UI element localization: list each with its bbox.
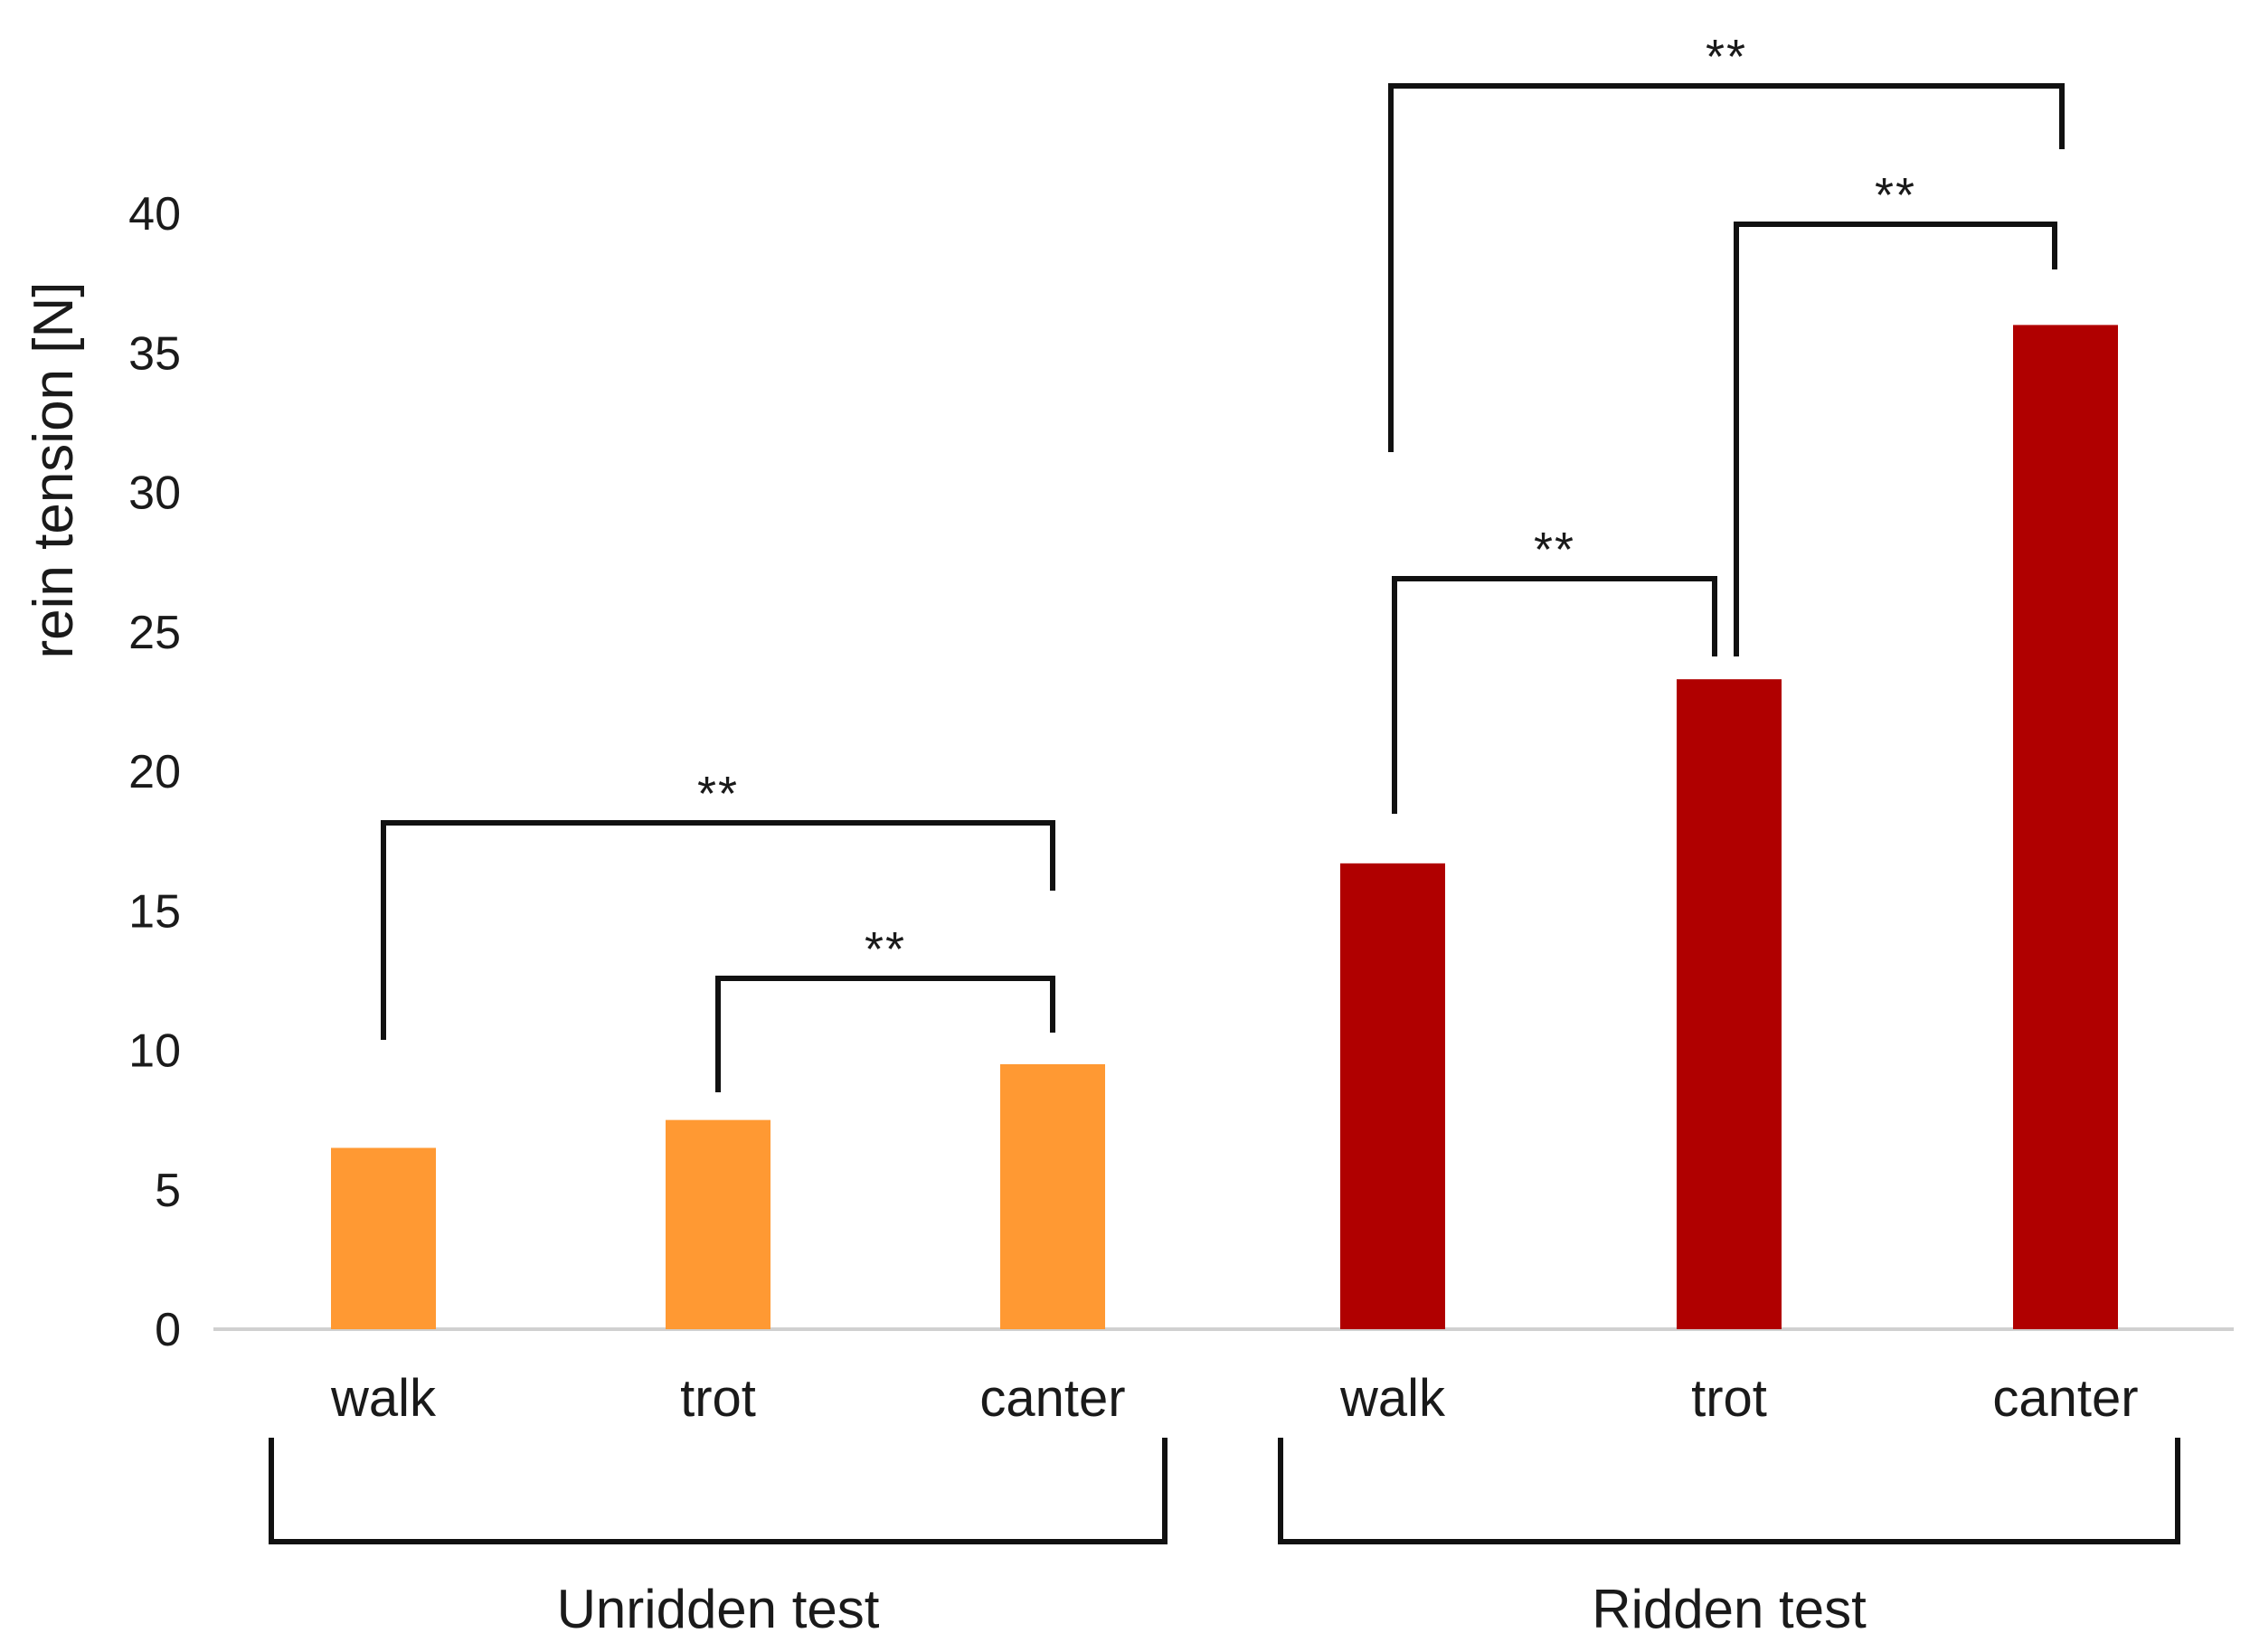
y-tick-label: 40 (128, 188, 181, 241)
category-label: trot (1691, 1369, 1767, 1428)
significance-label: ** (865, 922, 906, 977)
group-brackets: Unridden test Ridden test (269, 1438, 2180, 1639)
bar-trot-ridden (1677, 679, 1782, 1329)
y-tick-label: 35 (128, 327, 181, 380)
bar-trot-unridden (666, 1119, 770, 1329)
group-bracket (269, 1438, 1168, 1544)
y-axis-title-group: rein tension [N] (23, 282, 85, 659)
category-labels: walk trot canter walk trot canter (330, 1369, 2139, 1428)
bar-canter-unridden (1000, 1063, 1105, 1329)
significance-label: ** (1706, 30, 1747, 84)
significance-label: ** (697, 767, 739, 821)
y-tick-label: 10 (128, 1025, 181, 1078)
category-label: canter (979, 1369, 1125, 1428)
significance-bracket (1388, 83, 2065, 452)
y-tick-label: 30 (128, 467, 181, 520)
y-tick-label: 0 (155, 1304, 181, 1356)
significance-brackets: ** ** ** ** ** (381, 30, 2065, 1092)
group-label: Ridden test (1592, 1579, 1867, 1639)
significance-bracket (715, 976, 1055, 1092)
significance-label: ** (1875, 168, 1916, 222)
significance-bracket (1734, 222, 2057, 656)
significance-label: ** (1534, 523, 1575, 577)
y-tick-label: 25 (128, 607, 181, 659)
category-label: canter (1992, 1369, 2138, 1428)
significance-bracket (1392, 576, 1717, 814)
significance-bracket (381, 820, 1055, 1040)
category-label: trot (680, 1369, 756, 1428)
category-label: walk (1339, 1369, 1446, 1428)
bars (331, 325, 2118, 1329)
bar-walk-unridden (331, 1147, 436, 1329)
category-label: walk (330, 1369, 437, 1428)
y-tick-label: 20 (128, 746, 181, 798)
y-axis-ticks: 0 5 10 15 20 25 30 35 40 (128, 188, 181, 1356)
group-bracket (1278, 1438, 2180, 1544)
bar-walk-ridden (1340, 863, 1445, 1329)
y-tick-label: 5 (155, 1165, 181, 1217)
y-tick-label: 15 (128, 885, 181, 938)
group-label: Unridden test (557, 1579, 880, 1639)
y-axis-title: rein tension [N] (23, 282, 85, 659)
bar-canter-ridden (2013, 325, 2118, 1329)
